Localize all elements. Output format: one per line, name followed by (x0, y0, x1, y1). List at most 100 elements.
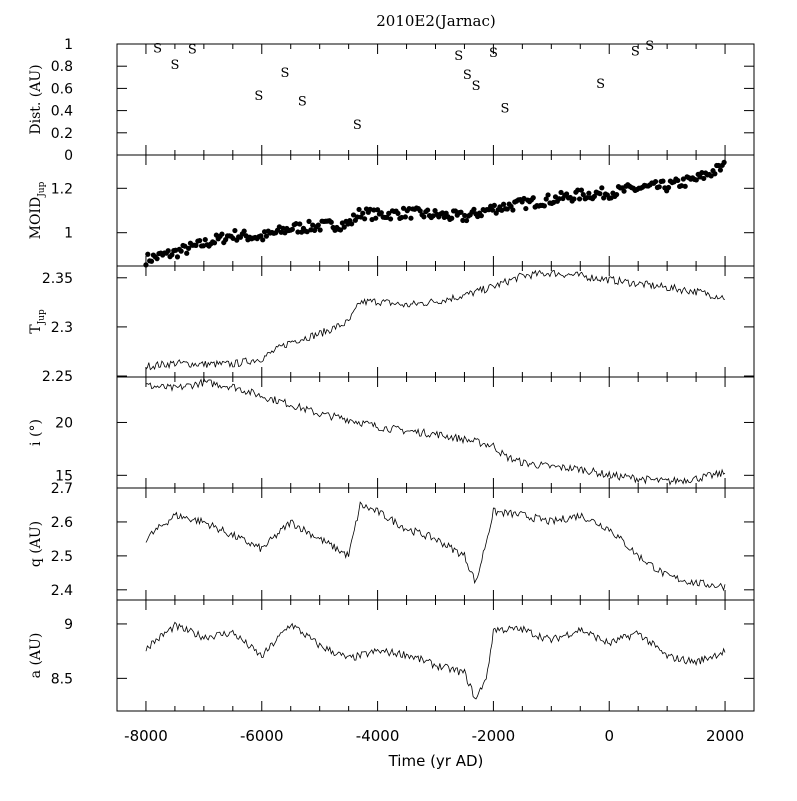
distance-marker: S (463, 68, 472, 83)
y-tick-label: 8.5 (51, 671, 73, 687)
distance-marker: S (489, 46, 498, 61)
moid-point (471, 206, 477, 212)
moid-point (597, 191, 603, 197)
moid-point (306, 218, 312, 224)
moid-point (241, 228, 247, 234)
y-tick-label: 2.7 (51, 481, 73, 497)
moid-point (580, 192, 586, 198)
moid-point (202, 237, 208, 243)
moid-point (289, 226, 295, 232)
moid-point (504, 206, 510, 212)
moid-point (317, 227, 323, 233)
y-tick-label: 9 (64, 617, 73, 633)
moid-point (693, 177, 699, 183)
x-tick-label: -2000 (472, 727, 516, 745)
moid-point (417, 208, 423, 214)
moid-point (219, 231, 225, 237)
moid-point (341, 224, 347, 230)
moid-point (395, 210, 401, 216)
series-line-q (145, 501, 726, 592)
moid-point (571, 196, 577, 202)
moid-point (295, 229, 301, 235)
moid-point (260, 237, 266, 243)
moid-point (721, 159, 727, 165)
moid-point (148, 258, 155, 264)
y-tick-label: 1 (64, 226, 73, 242)
distance-marker: S (631, 45, 640, 60)
y-axis-label-subscript: Jup (37, 181, 47, 197)
distance-marker: S (280, 66, 289, 81)
y-tick-label: 2.4 (51, 583, 73, 599)
moid-point (154, 256, 160, 262)
moid-point (717, 167, 724, 173)
y-tick-label: 0 (64, 148, 73, 164)
moid-point (373, 215, 379, 221)
distance-marker: S (254, 89, 263, 104)
moid-point (315, 222, 321, 228)
moid-point (712, 171, 718, 177)
moid-point (408, 215, 414, 221)
moid-point (523, 205, 529, 212)
moid-point (558, 189, 564, 196)
moid-point (400, 205, 407, 211)
moid-point (387, 216, 394, 222)
moid-point (211, 240, 218, 246)
moid-point (665, 184, 672, 191)
moid-point (184, 250, 190, 256)
moid-point (621, 188, 627, 194)
moid-point (564, 191, 570, 197)
moid-point (458, 209, 464, 215)
moid-point (701, 175, 707, 182)
moid-point (530, 195, 536, 201)
series-line-incl (145, 377, 726, 486)
moid-point (656, 184, 662, 190)
x-tick-label: -4000 (356, 727, 400, 745)
x-tick-label: 0 (604, 727, 614, 745)
moid-point (356, 206, 362, 213)
moid-point (145, 251, 151, 257)
y-tick-label: 0.2 (51, 126, 73, 142)
distance-marker: S (353, 118, 362, 133)
moid-point (360, 210, 366, 216)
y-tick-label: 0.6 (51, 81, 73, 97)
moid-point (675, 177, 681, 184)
moid-point (660, 178, 666, 184)
panel-incl: 15 20 i (°) (28, 376, 755, 489)
moid-point (586, 190, 592, 196)
distance-marker: S (188, 42, 197, 57)
y-axis-label: i (°) (28, 419, 44, 446)
distance-marker: S (454, 49, 463, 64)
moid-point (349, 221, 355, 227)
moid-point (328, 219, 334, 225)
moid-point (460, 217, 466, 223)
moid-point (652, 178, 659, 185)
chart-title: 2010E2(Jarnac) (376, 12, 496, 30)
moid-point (174, 254, 181, 260)
moid-point (378, 210, 384, 216)
y-tick-label: 2.35 (42, 271, 73, 287)
x-tick-label: -8000 (124, 727, 168, 745)
y-tick-label: 1.2 (51, 181, 73, 197)
moid-point (185, 245, 192, 251)
series-line-a (145, 621, 726, 700)
moid-point (362, 216, 368, 222)
moid-point (258, 233, 264, 239)
moid-point (165, 248, 171, 254)
moid-point (232, 227, 238, 234)
moid-point (169, 252, 175, 258)
y-tick-label: 1 (64, 37, 73, 53)
y-tick-label: 2.6 (51, 515, 73, 531)
moid-point (501, 201, 507, 207)
y-tick-label: 15 (55, 468, 73, 484)
y-tick-label: 20 (55, 415, 73, 431)
y-axis-label-subscript: Jup (37, 309, 47, 325)
series-line-tjup (145, 269, 726, 371)
moid-point (545, 192, 551, 198)
x-axis-label: Time (yr AD) (388, 752, 484, 770)
moid-point (575, 187, 581, 193)
moid-point (715, 162, 722, 169)
moid-point (354, 214, 360, 220)
